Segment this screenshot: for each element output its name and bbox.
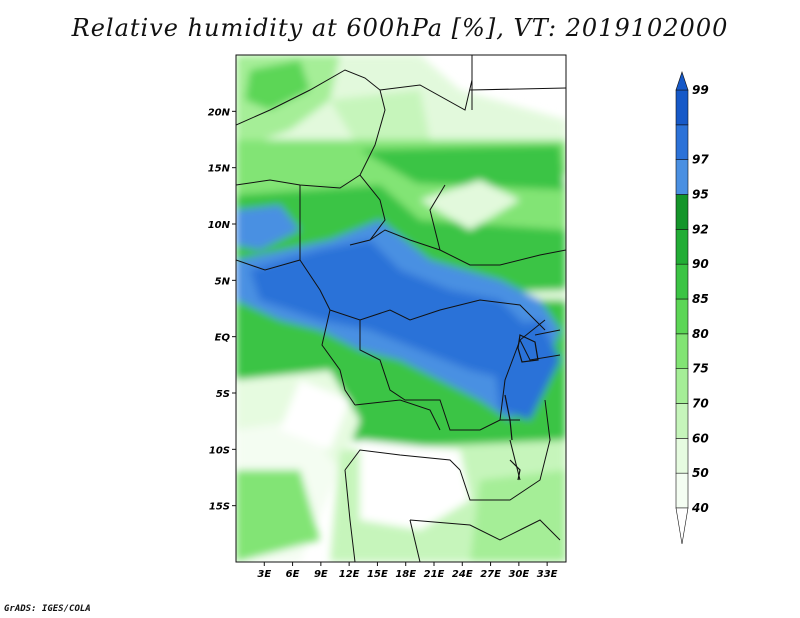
colorbar-label: 85 xyxy=(692,292,709,306)
colorbar-bin xyxy=(675,333,689,369)
lat-label: 15N xyxy=(208,164,231,175)
lat-label: 5S xyxy=(216,389,230,400)
lon-label: 6E xyxy=(286,569,300,580)
lon-label: 12E xyxy=(339,569,360,580)
map-frame xyxy=(235,54,567,563)
lon-label: 33E xyxy=(537,569,558,580)
colorbar xyxy=(675,71,689,545)
colorbar-bin xyxy=(675,263,689,300)
colorbar-label: 95 xyxy=(692,188,709,202)
colorbar-bin xyxy=(675,298,689,335)
colorbar-label: 60 xyxy=(692,431,709,445)
longitude-labels: 3E 6E 9E 12E 15E 18E 21E 24E 27E 30E 33E xyxy=(257,569,557,580)
colorbar-label: 99 xyxy=(692,83,709,97)
chart-title: Relative humidity at 600hPa [%], VT: 201… xyxy=(71,14,729,42)
colorbar-label: 80 xyxy=(692,327,709,341)
lon-label: 30E xyxy=(508,569,529,580)
lon-label: 24E xyxy=(452,569,473,580)
colorbar-bin xyxy=(675,438,689,474)
lon-label: 3E xyxy=(257,569,271,580)
colorbar-label: 92 xyxy=(692,222,709,236)
colorbar-label: 70 xyxy=(692,397,709,411)
lat-label: 20N xyxy=(208,107,231,118)
colorbar-over-triangle xyxy=(675,71,689,91)
colorbar-label: 50 xyxy=(692,466,709,480)
lat-label: EQ xyxy=(215,333,231,344)
lon-label: 21E xyxy=(424,569,445,580)
lat-label: 5N xyxy=(215,276,231,287)
colorbar-bin xyxy=(675,194,689,230)
lat-label: 10N xyxy=(208,220,231,231)
colorbar-bin xyxy=(675,159,689,195)
latitude-labels: 20N 15N 10N 5N EQ 5S 10S 15S xyxy=(208,107,231,512)
lon-label: 18E xyxy=(395,569,416,580)
lakes xyxy=(504,334,539,481)
lat-label: 15S xyxy=(209,502,230,513)
colorbar-bin xyxy=(675,124,689,160)
colorbar-label: 75 xyxy=(692,362,709,376)
latitude-ticks xyxy=(232,110,236,507)
longitude-ticks xyxy=(263,562,548,566)
colorbar-labels: 40 50 60 70 75 80 85 90 92 95 97 99 xyxy=(691,83,709,515)
colorbar-bin xyxy=(675,472,689,509)
colorbar-bin xyxy=(675,368,689,404)
colorbar-label: 97 xyxy=(692,153,709,167)
colorbar-bin xyxy=(675,229,689,265)
colorbar-label: 40 xyxy=(691,501,709,515)
colorbar-bin xyxy=(675,89,689,126)
colorbar-label: 90 xyxy=(692,257,709,271)
credit-text: GrADS: IGES/COLA xyxy=(4,604,91,614)
colorbar-under-triangle xyxy=(675,507,689,545)
colorbar-bin xyxy=(675,403,689,439)
lon-label: 27E xyxy=(480,569,501,580)
lat-label: 10S xyxy=(209,445,230,456)
country-boundaries xyxy=(236,55,566,562)
humidity-field xyxy=(236,55,566,562)
lon-label: 9E xyxy=(314,569,328,580)
lon-label: 15E xyxy=(367,569,388,580)
